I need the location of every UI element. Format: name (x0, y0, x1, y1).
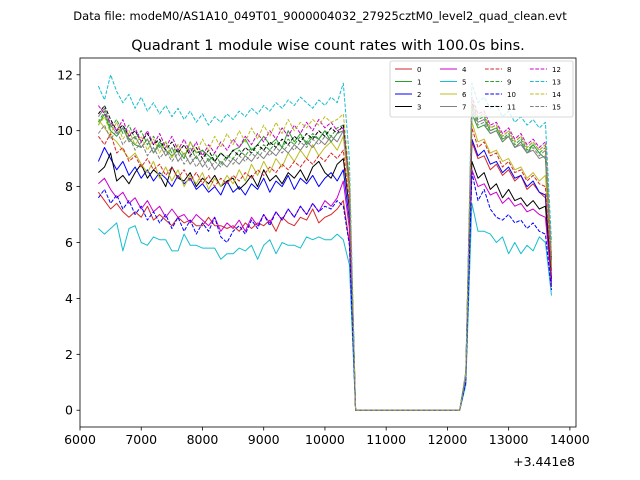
legend-label-11: 11 (507, 104, 516, 112)
y-tick-label: 8 (65, 179, 73, 194)
chart-title: Quadrant 1 module wise count rates with … (131, 38, 525, 54)
series-line-6 (97, 119, 552, 411)
series-line-4 (98, 169, 552, 411)
legend-label-4: 4 (462, 66, 467, 74)
legend-label-14: 14 (552, 91, 561, 99)
legend-label-6: 6 (462, 91, 467, 99)
legend-label-8: 8 (507, 66, 511, 74)
plot-area: 6000 7000 8000 9000 10000 11000 12000 13000 1400… (57, 57, 590, 447)
y-tick-label: 10 (57, 123, 73, 138)
y-tick-label: 6 (65, 235, 73, 250)
legend-label-13: 13 (552, 79, 561, 87)
series-line-5 (98, 202, 552, 411)
series-line-3 (98, 152, 552, 411)
x-tick-label: 12000 (428, 432, 468, 447)
legend-label-1: 1 (417, 79, 421, 87)
legend-label-12: 12 (552, 66, 561, 74)
x-tick-label: 8000 (187, 432, 219, 447)
x-tick-label: 6000 (64, 432, 96, 447)
x-axis-offset-label: +3.441e8 (513, 454, 575, 469)
series-line-12 (97, 96, 552, 411)
legend-label-9: 9 (507, 79, 511, 87)
series-line-8 (97, 127, 552, 411)
y-tick-label: 12 (57, 67, 73, 82)
y-tick-label: 4 (65, 291, 73, 306)
x-tick-label: 14000 (550, 432, 590, 447)
legend-label-5: 5 (462, 79, 466, 87)
legend-box (389, 60, 574, 118)
series-line-13 (97, 74, 552, 411)
series-line-2 (97, 138, 552, 411)
x-tick-label: 9000 (248, 432, 280, 447)
series-line-1 (97, 113, 552, 411)
series-line-7 (97, 107, 552, 411)
legend-label-3: 3 (417, 104, 421, 112)
legend-label-0: 0 (417, 66, 421, 74)
legend-label-15: 15 (552, 104, 561, 112)
legend-label-7: 7 (462, 104, 466, 112)
y-tick-label: 0 (65, 403, 73, 418)
series-line-15 (97, 110, 552, 411)
x-tick-label: 10000 (305, 432, 345, 447)
x-tick-label: 13000 (489, 432, 529, 447)
legend-label-2: 2 (417, 91, 421, 99)
x-tick-label: 11000 (366, 432, 406, 447)
legend-label-10: 10 (507, 91, 516, 99)
x-tick-label: 7000 (125, 432, 157, 447)
y-tick-label: 2 (65, 347, 73, 362)
series-line-0 (97, 141, 552, 411)
figure-suptitle: Data file: modeM0/AS1A10_049T01_90000040… (73, 9, 567, 23)
series-line-10 (97, 172, 552, 411)
